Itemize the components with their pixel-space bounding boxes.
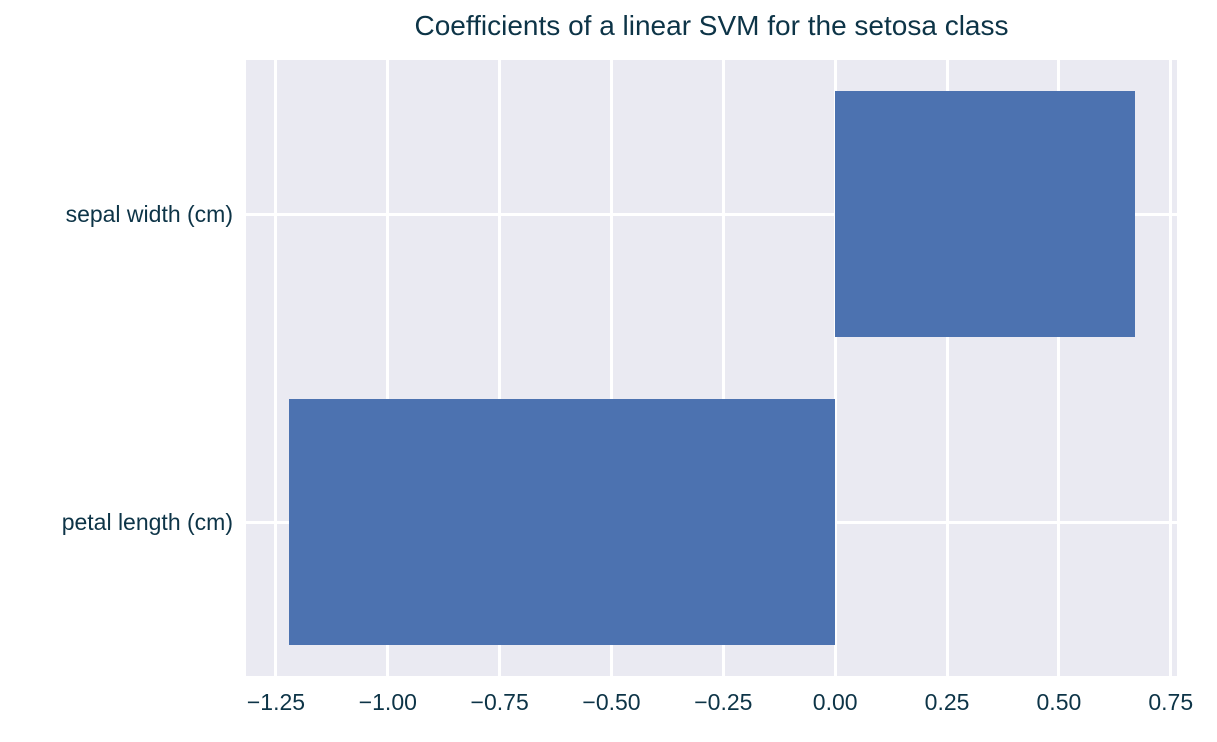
x-gridline (833, 60, 837, 676)
bar-sepal-width-cm (835, 90, 1135, 338)
x-gridline (1169, 60, 1173, 676)
x-tick-label: −0.50 (582, 689, 641, 715)
x-tick-label: 0.25 (924, 689, 970, 715)
x-gridline (274, 60, 278, 676)
chart-title: Coefficients of a linear SVM for the set… (414, 10, 1009, 41)
bar-petal-length-cm (289, 398, 836, 646)
x-gridline (721, 60, 725, 676)
x-tick-label: 0.00 (812, 689, 858, 715)
y-gridline (246, 212, 1177, 216)
x-tick-label: 0.75 (1148, 689, 1194, 715)
x-tick-label: −0.75 (470, 689, 529, 715)
y-tick-label: sepal width (cm) (65, 201, 233, 227)
x-gridline (610, 60, 613, 676)
x-tick-label: −0.25 (694, 689, 753, 715)
y-tick-label: petal length (cm) (61, 509, 233, 535)
x-gridline (498, 60, 502, 676)
plot-area (246, 60, 1177, 676)
x-tick-label: −1.00 (358, 689, 417, 715)
x-gridline (1057, 60, 1061, 676)
x-tick-label: −1.25 (246, 689, 306, 715)
x-gridline (945, 60, 949, 676)
x-gridline (386, 60, 390, 676)
x-tick-label: 0.50 (1036, 689, 1082, 715)
